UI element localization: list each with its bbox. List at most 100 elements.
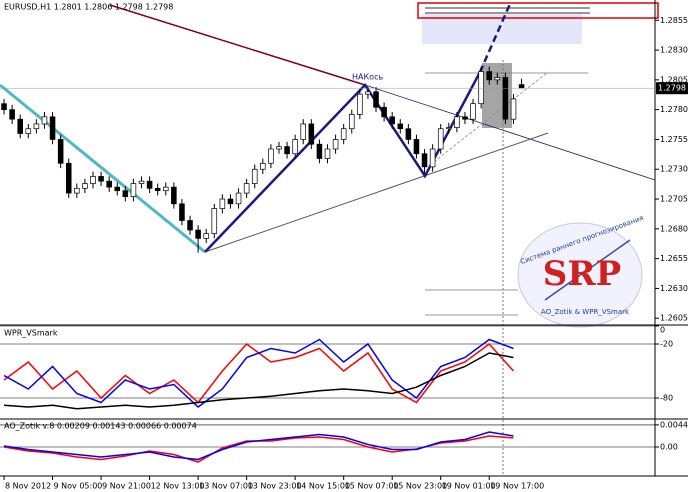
indicator-line xyxy=(3,352,514,410)
candle-body xyxy=(25,128,32,134)
candle-body xyxy=(365,91,371,95)
x-tick-label: 9 Nov 21:00 xyxy=(102,482,151,491)
x-tick-label: 9 Nov 05:00 xyxy=(54,482,103,491)
y-tick-label: 1.2780 xyxy=(660,105,688,114)
trend-line xyxy=(109,4,366,86)
candle-body xyxy=(292,139,298,155)
logo-text: AO_Zotik & WPR_VSmark xyxy=(541,308,630,316)
candle-body xyxy=(227,198,234,205)
candle-body xyxy=(381,106,387,118)
candle-body xyxy=(17,118,23,134)
trend-line xyxy=(429,71,549,166)
annotation: НАКось xyxy=(352,73,383,82)
candle-body xyxy=(478,71,484,105)
candle-body xyxy=(429,148,436,168)
candle-body xyxy=(211,208,218,234)
candle-body xyxy=(41,116,48,125)
candle-body xyxy=(243,183,250,194)
candle-body xyxy=(106,180,112,188)
panel-title: WPR_VSmark xyxy=(4,329,58,338)
candle-body xyxy=(518,84,525,89)
candle-body xyxy=(195,229,201,239)
x-tick-label: 12 Nov 13:00 xyxy=(151,482,205,491)
panel-title: AO_Zotik v.8 0.00209 0.00143 0.00066 0.0… xyxy=(4,422,197,431)
zone-outline xyxy=(417,2,659,19)
candle-body xyxy=(389,116,395,125)
candle-body xyxy=(98,176,104,182)
candle-body xyxy=(284,146,290,155)
price-label: 1.2798 xyxy=(658,84,686,93)
price-label-box xyxy=(656,82,688,95)
y-tick-label: 1.2830 xyxy=(660,46,688,55)
candle-body xyxy=(454,116,460,128)
candle-body xyxy=(332,139,339,150)
trend-line xyxy=(0,83,206,254)
y-tick-label: 0.00442 xyxy=(660,421,688,430)
y-tick-label: -20 xyxy=(660,340,673,349)
candle-body xyxy=(510,98,517,120)
y-tick-label: 1.2705 xyxy=(660,195,688,204)
x-tick-label: 19 Nov 17:00 xyxy=(490,482,544,491)
candle-body xyxy=(57,139,64,164)
candle-body xyxy=(470,103,476,120)
x-tick-label: 19 Nov 01:00 xyxy=(442,482,496,491)
candle-body xyxy=(397,123,404,130)
wave-line xyxy=(204,71,482,253)
candle-body xyxy=(179,203,185,221)
candle-body xyxy=(502,77,509,120)
candle-body xyxy=(9,109,15,120)
y-tick-label: 1.2655 xyxy=(660,254,688,263)
candle-body xyxy=(324,148,331,159)
logo-arrow xyxy=(544,239,631,301)
candle-body xyxy=(437,128,444,150)
y-tick-label: 1.2755 xyxy=(660,135,688,144)
candle-body xyxy=(276,146,282,150)
trend-line xyxy=(364,84,656,181)
candle-body xyxy=(348,114,355,130)
y-tick-label: -80 xyxy=(660,394,673,403)
candle-body xyxy=(340,128,347,140)
candle-body xyxy=(308,123,315,145)
candle-body xyxy=(138,180,145,184)
y-tick-label: 0.00 xyxy=(660,443,678,452)
candle-body xyxy=(316,143,323,159)
candle-body xyxy=(203,233,209,239)
candle-body xyxy=(33,123,40,130)
candle-body xyxy=(462,116,468,120)
y-tick-label: 1.2805 xyxy=(660,75,688,84)
y-tick-label: 1.2680 xyxy=(660,224,688,233)
candle-body xyxy=(146,180,153,189)
candle-body xyxy=(1,103,7,111)
candle-body xyxy=(65,162,72,194)
x-tick-label: 15 Nov 07:00 xyxy=(345,482,399,491)
y-tick-label: 1.2605 xyxy=(660,314,688,323)
candle-body xyxy=(74,187,80,194)
candle-body xyxy=(90,176,96,184)
candle-body xyxy=(413,139,420,155)
candle-body xyxy=(49,116,56,140)
logo-text: SRP xyxy=(543,254,621,294)
zone xyxy=(422,14,582,44)
candle-body xyxy=(162,186,169,192)
candle-body xyxy=(421,153,428,168)
candle-body xyxy=(486,71,493,81)
y-tick-label: 0 xyxy=(660,326,665,335)
candle-body xyxy=(235,192,242,205)
y-tick-label: 1.2730 xyxy=(660,165,688,174)
trend-line xyxy=(204,132,549,253)
x-tick-label: 14 Nov 15:00 xyxy=(296,482,350,491)
candle-body xyxy=(251,168,258,184)
candle-body xyxy=(260,162,266,170)
x-tick-label: 8 Nov 2012 xyxy=(5,482,51,491)
candle-body xyxy=(268,148,274,164)
candle-body xyxy=(300,123,307,140)
indicator-line xyxy=(3,431,514,461)
candle-body xyxy=(446,127,452,130)
chart-title: EURUSD,H1 1.2801 1.2806 1.2798 1.2798 xyxy=(4,3,173,12)
x-tick-label: 13 Nov 23:00 xyxy=(248,482,302,491)
wave-line xyxy=(478,3,512,73)
x-tick-label: 13 Nov 07:00 xyxy=(199,482,253,491)
candle-body xyxy=(357,93,363,115)
candle-body xyxy=(373,91,379,108)
